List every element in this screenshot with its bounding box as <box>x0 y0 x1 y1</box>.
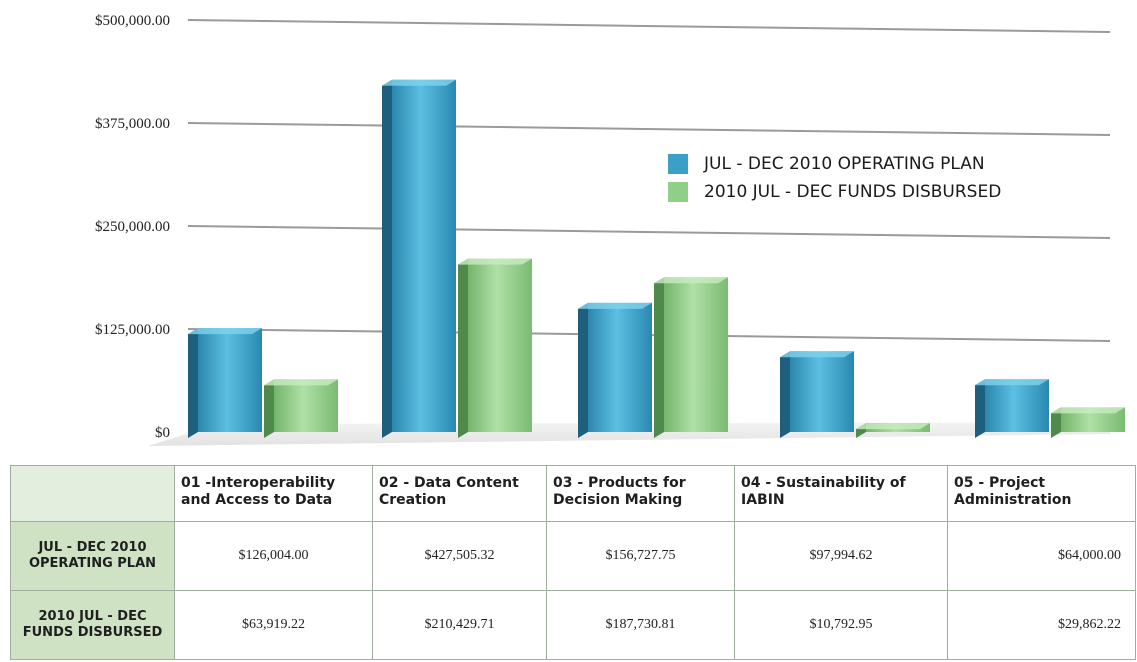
table-cell: $64,000.00 <box>948 522 1136 591</box>
legend-swatch-blue <box>668 154 688 174</box>
bar-operating-plan <box>780 351 854 438</box>
chart-legend: JUL - DEC 2010 OPERATING PLAN 2010 JUL -… <box>668 150 1001 206</box>
bar-funds-disbursed <box>458 259 532 438</box>
table-cell: $156,727.75 <box>547 522 735 591</box>
bar-operating-plan <box>188 328 262 438</box>
legend-label-operating-plan: JUL - DEC 2010 OPERATING PLAN <box>704 154 985 174</box>
table-row-header: 2010 JUL - DEC FUNDS DISBURSED <box>11 591 175 660</box>
y-tick-label: $500,000.00 <box>95 13 170 29</box>
table-cell: $29,862.22 <box>948 591 1136 660</box>
bar-funds-disbursed <box>264 379 338 438</box>
table-column-header: 02 - Data Content Creation <box>373 466 547 522</box>
legend-item-funds-disbursed: 2010 JUL - DEC FUNDS DISBURSED <box>668 178 1001 206</box>
y-tick-label: $0 <box>155 425 170 441</box>
table-column-header: 04 - Sustainability of IABIN <box>735 466 948 522</box>
table-cell: $10,792.95 <box>735 591 948 660</box>
table-corner-cell <box>11 466 175 522</box>
gridline <box>188 226 1110 238</box>
table-row: 2010 JUL - DEC FUNDS DISBURSED $63,919.2… <box>11 591 1136 660</box>
table-column-header: 05 - Project Administration <box>948 466 1136 522</box>
chart-area: $0 $125,000.00 $250,000.00 $375,000.00 $500,… <box>0 0 1137 465</box>
bar-operating-plan <box>975 379 1049 438</box>
table-cell: $210,429.71 <box>373 591 547 660</box>
table-column-header: 03 - Products for Decision Making <box>547 466 735 522</box>
table-header-row: 01 -Interoperability and Access to Data … <box>11 466 1136 522</box>
legend-swatch-green <box>668 182 688 202</box>
legend-label-funds-disbursed: 2010 JUL - DEC FUNDS DISBURSED <box>704 182 1001 202</box>
table-column-header: 01 -Interoperability and Access to Data <box>175 466 373 522</box>
table-cell: $97,994.62 <box>735 522 948 591</box>
bar-chart: $0 $125,000.00 $250,000.00 $375,000.00 $500,… <box>0 0 1137 465</box>
bar-operating-plan <box>382 80 456 438</box>
table-row-header: JUL - DEC 2010 OPERATING PLAN <box>11 522 175 591</box>
bar-funds-disbursed <box>654 277 728 438</box>
bar-operating-plan <box>578 303 652 438</box>
y-tick-label: $250,000.00 <box>95 219 170 235</box>
legend-item-operating-plan: JUL - DEC 2010 OPERATING PLAN <box>668 150 1001 178</box>
table-cell: $126,004.00 <box>175 522 373 591</box>
table-cell: $187,730.81 <box>547 591 735 660</box>
gridline <box>188 20 1110 32</box>
y-tick-label: $125,000.00 <box>95 322 170 338</box>
table-row: JUL - DEC 2010 OPERATING PLAN $126,004.0… <box>11 522 1136 591</box>
table-cell: $63,919.22 <box>175 591 373 660</box>
y-tick-label: $375,000.00 <box>95 116 170 132</box>
table-cell: $427,505.32 <box>373 522 547 591</box>
gridline <box>188 123 1110 135</box>
data-table: 01 -Interoperability and Access to Data … <box>10 465 1136 660</box>
